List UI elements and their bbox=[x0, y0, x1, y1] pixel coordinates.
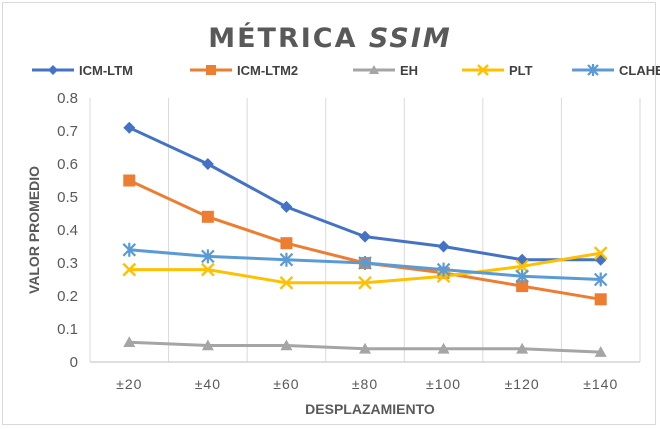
data-point bbox=[358, 256, 372, 270]
data-point bbox=[359, 342, 371, 354]
data-point bbox=[436, 262, 451, 277]
data-point bbox=[201, 262, 215, 277]
data-point bbox=[201, 158, 214, 170]
data-point bbox=[359, 230, 371, 243]
x-tick-label: ±60 bbox=[273, 376, 299, 392]
grid-lines bbox=[89, 98, 641, 363]
legend-label: ICM-LTM bbox=[79, 63, 133, 78]
y-tick-label: 0.5 bbox=[57, 189, 78, 206]
data-point bbox=[516, 342, 529, 354]
data-point bbox=[123, 121, 136, 134]
chart-title-italic: SSIM bbox=[369, 23, 452, 54]
data-point bbox=[280, 237, 293, 250]
x-tick-label: ±40 bbox=[195, 376, 221, 392]
x-tick-label: ±20 bbox=[116, 376, 142, 392]
legend: ICM-LTM ICM-LTM2 EH PLT CLAHE bbox=[32, 63, 660, 78]
y-tick-label: 0.6 bbox=[57, 156, 78, 173]
chart-title: MÉTRICA SSIM bbox=[208, 22, 452, 54]
data-point bbox=[123, 336, 136, 347]
data-point bbox=[477, 64, 489, 76]
data-point bbox=[279, 252, 294, 267]
chart-frame bbox=[2, 2, 656, 425]
x-axis-ticks: ±20 ±40 ±60 ±80 ±100 ±120 ±140 bbox=[116, 376, 618, 392]
data-point bbox=[594, 293, 607, 306]
data-point bbox=[587, 64, 599, 76]
y-tick-label: 0.4 bbox=[57, 222, 78, 239]
legend-item-icm-ltm: ICM-LTM bbox=[32, 63, 133, 78]
legend-label: ICM-LTM2 bbox=[237, 63, 298, 78]
data-point bbox=[206, 65, 216, 75]
x-tick-label: ±140 bbox=[583, 376, 618, 392]
legend-label: EH bbox=[400, 63, 418, 78]
y-tick-label: 0.2 bbox=[57, 288, 78, 305]
data-point bbox=[594, 253, 607, 266]
data-point bbox=[48, 65, 58, 75]
y-axis-title: VALOR PROMEDIO bbox=[26, 166, 42, 294]
data-point bbox=[280, 339, 293, 351]
x-tick-label: ±100 bbox=[426, 376, 461, 392]
y-tick-label: 0 bbox=[70, 354, 78, 371]
y-tick-label: 0.8 bbox=[57, 90, 78, 107]
data-point bbox=[515, 259, 529, 274]
x-axis-title: DESPLAZAMIENTO bbox=[305, 401, 435, 417]
legend-item-icm-ltm2: ICM-LTM2 bbox=[190, 63, 298, 78]
y-axis-ticks: 0 0.1 0.2 0.3 0.4 0.5 0.6 0.7 0.8 bbox=[57, 90, 78, 371]
data-point bbox=[594, 346, 607, 357]
legend-label: CLAHE bbox=[619, 63, 660, 78]
series-icm-ltm bbox=[123, 121, 607, 266]
data-point bbox=[123, 174, 136, 187]
series-clahe bbox=[122, 242, 608, 287]
series-plt bbox=[122, 246, 608, 290]
data-point bbox=[358, 275, 372, 290]
series-group bbox=[122, 121, 608, 357]
legend-item-clahe: CLAHE bbox=[572, 63, 660, 78]
y-tick-label: 0.1 bbox=[57, 321, 78, 338]
legend-label: PLT bbox=[509, 63, 533, 78]
data-point bbox=[201, 249, 215, 264]
chart-title-main: MÉTRICA bbox=[208, 22, 357, 54]
data-point bbox=[369, 65, 379, 74]
data-point bbox=[201, 210, 214, 223]
x-tick-label: ±80 bbox=[352, 376, 378, 392]
data-point bbox=[593, 272, 608, 287]
data-point bbox=[516, 280, 529, 293]
y-tick-label: 0.7 bbox=[57, 123, 78, 140]
data-point bbox=[201, 339, 214, 351]
x-tick-label: ±120 bbox=[505, 376, 540, 392]
y-tick-label: 0.3 bbox=[57, 255, 78, 272]
data-point bbox=[122, 262, 137, 277]
data-point bbox=[437, 342, 450, 354]
legend-item-plt: PLT bbox=[462, 63, 533, 78]
data-point bbox=[279, 275, 294, 290]
data-point bbox=[437, 240, 450, 253]
data-point bbox=[593, 246, 608, 260]
series-eh bbox=[123, 336, 607, 357]
data-point bbox=[280, 200, 293, 213]
data-point bbox=[516, 253, 529, 266]
data-point bbox=[515, 269, 529, 284]
legend-item-eh: EH bbox=[353, 63, 418, 78]
data-point bbox=[122, 242, 137, 257]
